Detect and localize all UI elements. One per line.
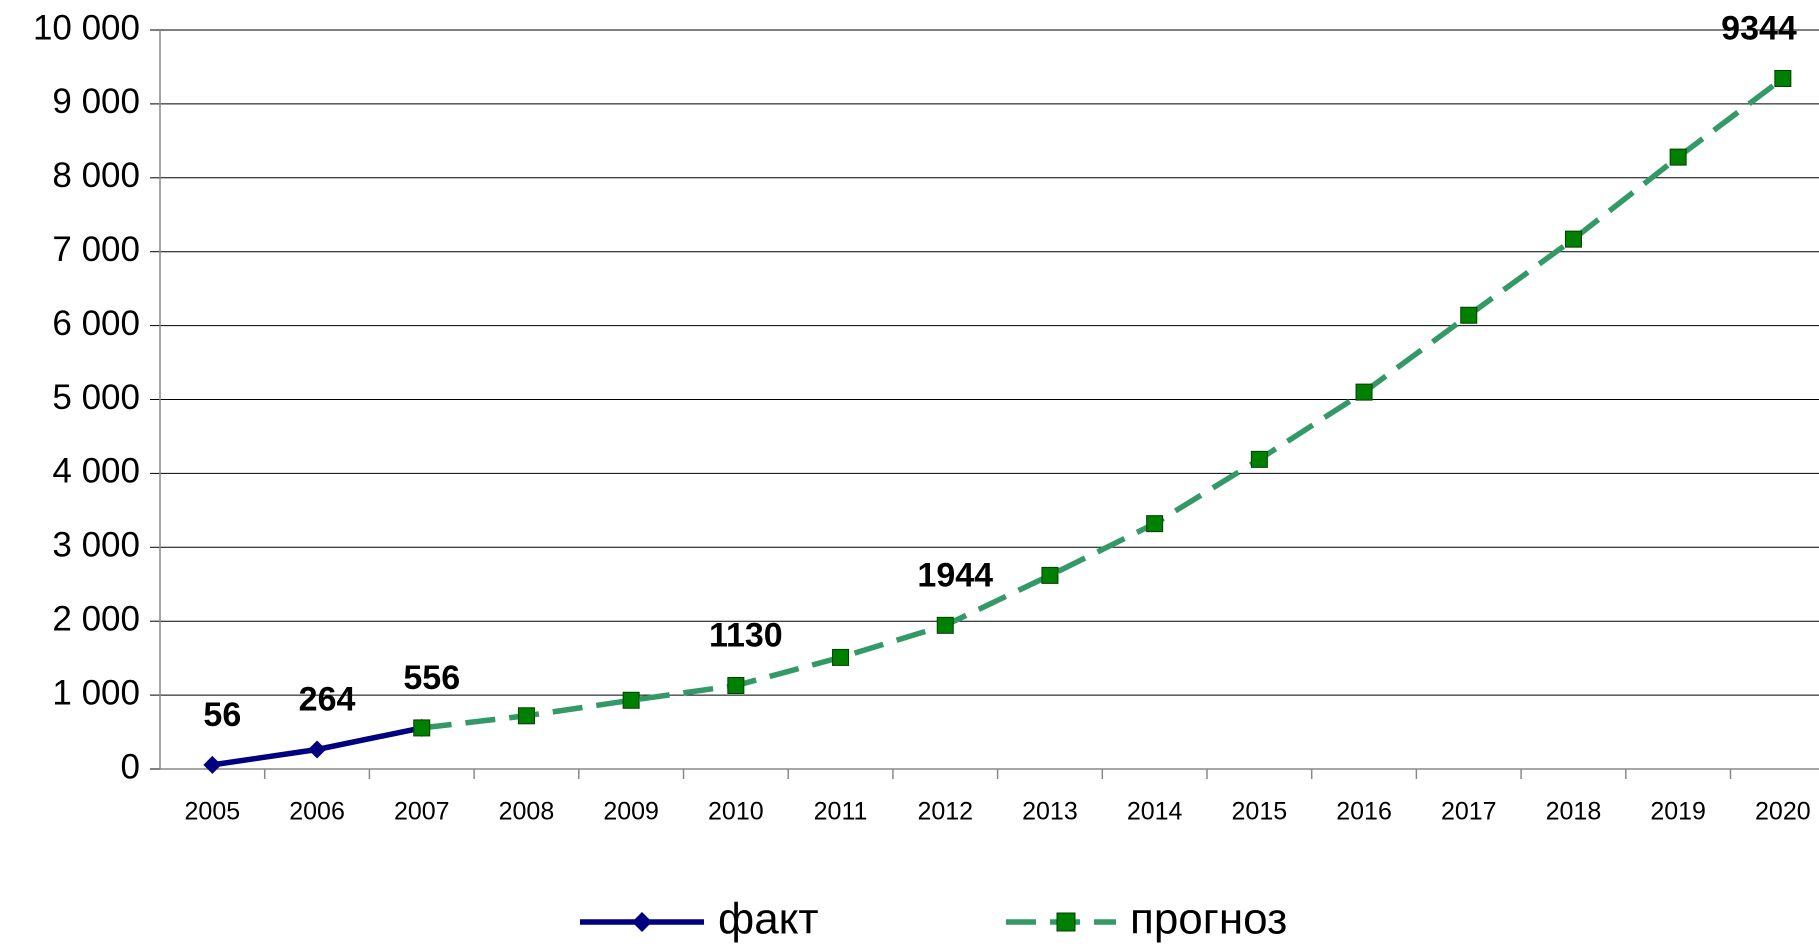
data-label: 9344 [1721, 9, 1797, 47]
data-point [1146, 515, 1164, 533]
y-tick-label: 8 000 [52, 156, 140, 195]
x-tick-label: 2019 [1650, 798, 1706, 826]
data-point [1564, 230, 1582, 248]
data-point [832, 648, 850, 666]
legend-label: факт [718, 895, 819, 944]
x-tick-label: 2009 [603, 798, 659, 826]
data-point [1250, 450, 1268, 468]
x-tick-label: 2005 [185, 798, 241, 826]
x-tick-label: 2007 [394, 798, 450, 826]
x-tick-label: 2010 [708, 798, 764, 826]
data-point [1355, 383, 1373, 401]
y-tick-label: 1 000 [52, 673, 140, 712]
x-tick-label: 2012 [917, 798, 973, 826]
x-tick-label: 2020 [1755, 798, 1811, 826]
y-tick-label: 3 000 [52, 526, 140, 565]
x-tick-label: 2015 [1232, 798, 1288, 826]
x-tick-label: 2016 [1336, 798, 1392, 826]
y-tick-label: 6 000 [52, 304, 140, 343]
data-point [622, 691, 640, 709]
data-label: 56 [203, 696, 241, 734]
y-tick-label: 10 000 [33, 8, 140, 47]
y-tick-label: 9 000 [52, 82, 140, 121]
legend-marker [632, 912, 652, 932]
data-label: 556 [403, 659, 460, 697]
data-point [1774, 69, 1792, 87]
y-tick-label: 7 000 [52, 230, 140, 269]
x-tick-label: 2006 [289, 798, 345, 826]
data-label: 1130 [709, 616, 783, 654]
y-tick-label: 5 000 [52, 378, 140, 417]
series-line [421, 76, 1785, 731]
data-point [413, 719, 431, 737]
x-tick-label: 2011 [814, 798, 868, 826]
data-point [936, 616, 954, 634]
data-point [1669, 148, 1687, 166]
x-tick-label: 2008 [499, 798, 555, 826]
x-tick-label: 2013 [1022, 798, 1078, 826]
y-tick-label: 2 000 [52, 599, 140, 638]
legend-label: прогноз [1130, 895, 1287, 944]
data-label: 1944 [917, 556, 993, 594]
data-point [727, 676, 745, 694]
data-label: 264 [299, 680, 356, 718]
x-tick-label: 2017 [1441, 798, 1497, 826]
y-tick-label: 4 000 [52, 452, 140, 491]
data-point [517, 707, 535, 725]
x-tick-label: 2014 [1127, 798, 1183, 826]
data-point [203, 755, 222, 774]
data-point [308, 740, 327, 759]
data-point [1041, 566, 1059, 584]
data-point [1460, 306, 1478, 324]
y-tick-label: 0 [121, 747, 140, 786]
x-tick-label: 2018 [1546, 798, 1602, 826]
legend-marker [1056, 912, 1076, 932]
